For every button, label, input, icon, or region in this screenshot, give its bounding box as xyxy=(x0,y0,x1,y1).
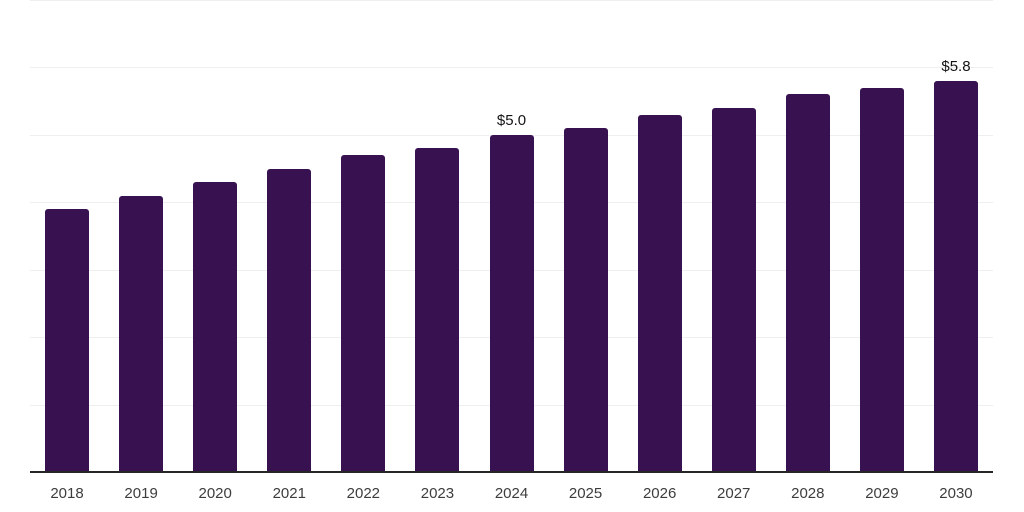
bars-layer: $5.0 $5.8 xyxy=(30,0,993,472)
x-tick-label-2028: 2028 xyxy=(791,485,825,502)
bar-2021 xyxy=(267,168,312,472)
x-tick-label-2022: 2022 xyxy=(346,485,381,502)
gridline xyxy=(30,0,993,1)
x-tick-label-2023: 2023 xyxy=(420,485,455,502)
x-tick-label-2020: 2020 xyxy=(198,485,232,502)
x-axis-line xyxy=(30,471,993,473)
x-tick-label-2030: 2030 xyxy=(939,485,973,502)
x-axis-tick-labels: 2018 2019 2020 2021 2022 2023 2024 2025 2026 2027… xyxy=(30,485,993,505)
x-tick-label-2029: 2029 xyxy=(865,485,899,502)
bar-2024 xyxy=(489,134,534,472)
x-tick-label-2019: 2019 xyxy=(124,485,158,502)
x-tick-label-2027: 2027 xyxy=(717,485,751,502)
bar-2027 xyxy=(711,107,756,472)
bar-2026 xyxy=(637,114,682,472)
plot-area: $5.0 $5.8 xyxy=(30,0,993,473)
bar-value-label-2024: $5.0 xyxy=(496,111,527,129)
x-tick-label-2024: 2024 xyxy=(494,485,529,502)
bar-2020 xyxy=(193,182,238,472)
x-tick-label-2026: 2026 xyxy=(642,485,677,502)
bar-2023 xyxy=(415,148,460,472)
bar-2028 xyxy=(785,94,830,472)
bar-2030 xyxy=(933,80,978,472)
bar-2018 xyxy=(45,209,90,472)
gridline xyxy=(30,67,993,69)
bar-2022 xyxy=(341,155,386,472)
bar-2019 xyxy=(119,195,164,472)
bar-value-label-2030: $5.8 xyxy=(941,57,971,75)
x-tick-label-2025: 2025 xyxy=(568,485,603,502)
bar-2025 xyxy=(563,128,608,472)
x-tick-label-2018: 2018 xyxy=(50,485,84,502)
bar-2029 xyxy=(859,87,904,472)
x-tick-label-2021: 2021 xyxy=(272,485,306,502)
